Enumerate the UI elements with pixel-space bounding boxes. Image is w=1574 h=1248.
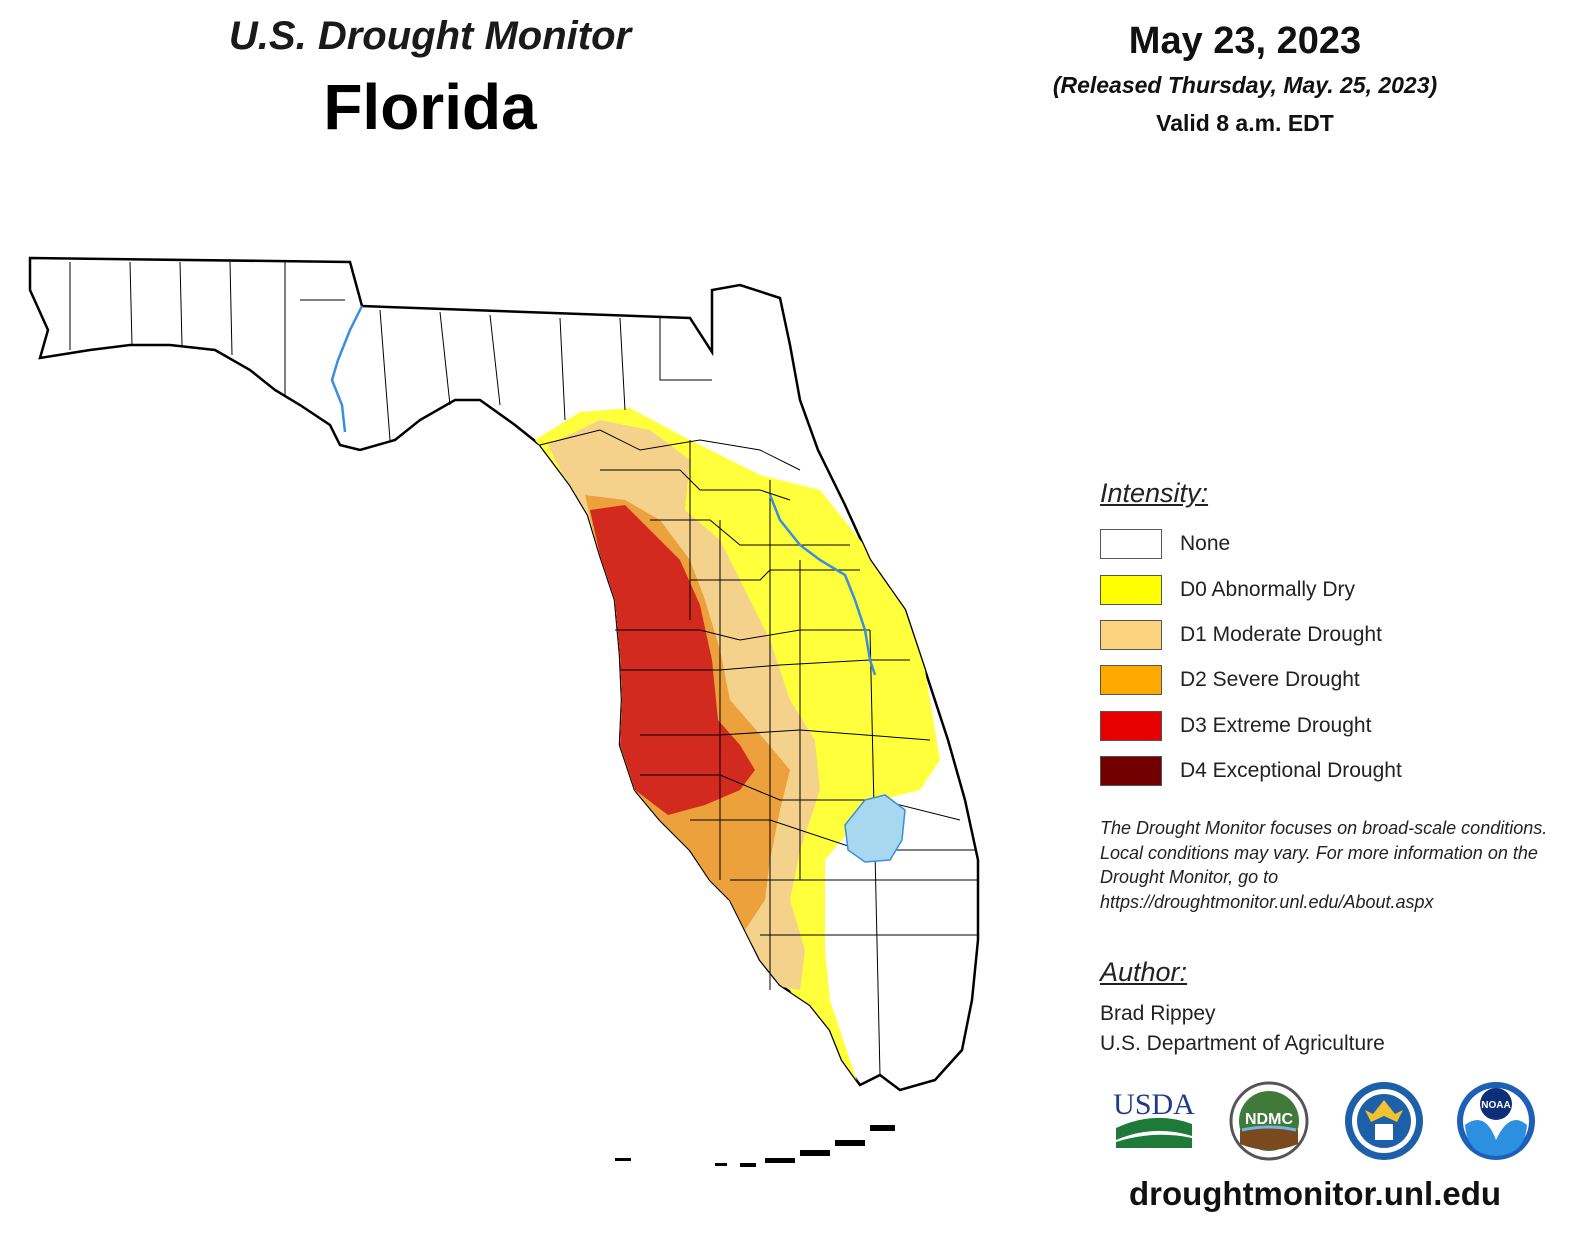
ndmc-logo-text: NDMC <box>1245 1111 1293 1128</box>
legend-label: D2 Severe Drought <box>1180 668 1360 691</box>
florida-keys <box>615 1125 895 1167</box>
noaa-logo-text: NOAA <box>1481 1100 1510 1111</box>
valid-time: Valid 8 a.m. EDT <box>1156 110 1334 136</box>
department-of-commerce-seal <box>1343 1080 1425 1167</box>
drought-area-d3 <box>590 505 755 815</box>
disclaimer-note: The Drought Monitor focuses on broad-sca… <box>1100 818 1548 912</box>
usda-logo-text: USDA <box>1113 1088 1195 1121</box>
release-date: (Released Thursday, May. 25, 2023) <box>1052 72 1438 98</box>
legend-swatch-d3 <box>1100 711 1162 741</box>
ndmc-logo: NDMC <box>1228 1080 1310 1167</box>
legend-swatch-d0 <box>1100 575 1162 605</box>
legend-item-d3: D3 Extreme Drought <box>1100 709 1371 743</box>
legend-item-d1: D1 Moderate Drought <box>1100 618 1382 652</box>
legend-item-d4: D4 Exceptional Drought <box>1100 754 1402 788</box>
florida-drought-map <box>28 256 980 1167</box>
legend-item-none: None <box>1100 527 1230 561</box>
lake-okeechobee <box>844 794 906 863</box>
legend-label: D1 Moderate Drought <box>1180 623 1382 646</box>
author-heading: Author: <box>1100 957 1188 987</box>
st-johns-river <box>768 494 877 676</box>
legend-heading: Intensity: <box>1100 478 1209 508</box>
legend-swatch-d2 <box>1100 665 1162 695</box>
author-organization: U.S. Department of Agriculture <box>1100 1032 1385 1055</box>
legend-swatch-d1 <box>1100 620 1162 650</box>
drought-areas <box>535 408 940 1090</box>
department-of-commerce-seal-icon <box>1345 1082 1423 1160</box>
noaa-logo: NOAA <box>1455 1080 1537 1167</box>
legend-label: D4 Exceptional Drought <box>1180 759 1402 782</box>
apalachicola-river <box>330 305 364 433</box>
state-name: Florida <box>323 71 537 143</box>
legend-label: D0 Abnormally Dry <box>1180 578 1356 601</box>
usda-logo: USDA <box>1112 1080 1196 1157</box>
legend-item-d0: D0 Abnormally Dry <box>1100 573 1355 607</box>
legend-label: D3 Extreme Drought <box>1180 714 1372 737</box>
rivers <box>330 305 877 676</box>
map-title: U.S. Drought Monitor <box>228 14 632 58</box>
legend-item-d2: D2 Severe Drought <box>1100 663 1360 697</box>
website-url[interactable]: droughtmonitor.unl.edu <box>1128 1175 1502 1212</box>
county-lines <box>69 261 978 1076</box>
author-name: Brad Rippey <box>1100 1002 1216 1025</box>
legend-swatch-d4 <box>1100 756 1162 786</box>
map-date: May 23, 2023 <box>1128 20 1362 62</box>
legend-swatch-none <box>1100 529 1162 559</box>
legend-label: None <box>1180 532 1231 555</box>
